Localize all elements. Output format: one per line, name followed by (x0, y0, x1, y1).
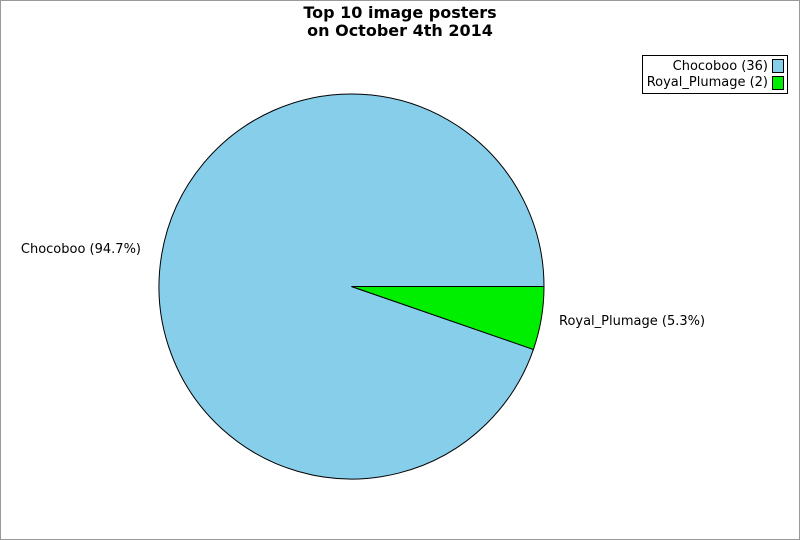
legend-item-label: Royal_Plumage (2) (646, 75, 768, 91)
pie-slice-royal_plumage (351, 286, 545, 351)
slice-label-royal-plumage: Royal_Plumage (5.3%) (559, 314, 706, 329)
legend-item: Chocoboo (36) (673, 58, 784, 75)
chart-title-line1: Top 10 image posters (303, 3, 497, 22)
legend: Chocoboo (36) Royal_Plumage (2) (642, 55, 788, 94)
chart-title: Top 10 image posters on October 4th 2014 (1, 4, 799, 40)
legend-color-swatch (772, 59, 784, 74)
legend-color-swatch (772, 75, 784, 90)
legend-item-label: Chocoboo (36) (672, 58, 768, 74)
slice-label-chocoboo: Chocoboo (94.7%) (20, 242, 141, 257)
chart-title-line2: on October 4th 2014 (307, 21, 493, 40)
legend-item: Royal_Plumage (2) (647, 75, 784, 92)
